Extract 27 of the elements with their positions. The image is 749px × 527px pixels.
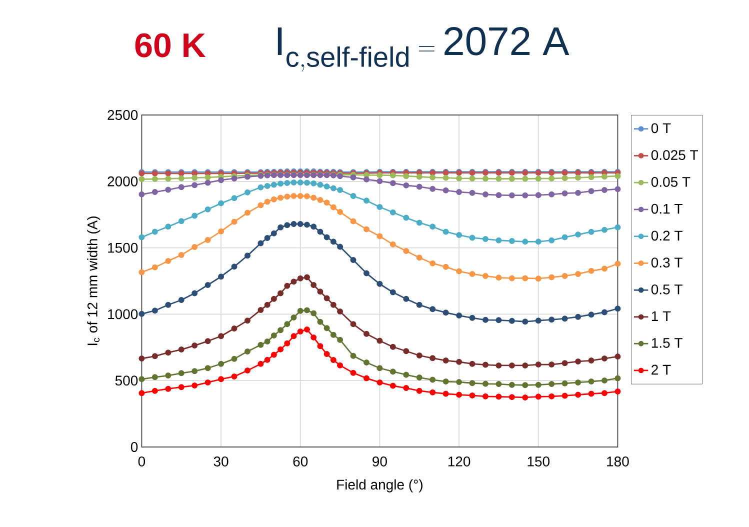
legend-label: 0.1 T (651, 204, 682, 214)
legend-label: 0.3 T (651, 258, 682, 268)
x-tick-label: 30 (214, 456, 228, 466)
legend-label: 1 T (652, 311, 671, 321)
y-tick-label: 1000 (108, 309, 138, 320)
x-tick-label: 150 (528, 456, 550, 466)
legend-label: 0.5 T (651, 284, 682, 294)
legend-label: 0.2 T (651, 230, 682, 241)
x-tick-label: 60 (293, 456, 308, 466)
legend-label: 0 T (651, 123, 671, 134)
x-tick-label: 120 (448, 456, 470, 466)
legend-label: 0.025 T (651, 150, 698, 160)
x-axis-title: Field angle (°) (337, 479, 422, 492)
legend-label: 2 T (652, 364, 671, 375)
y-tick-label: 0 (130, 442, 138, 452)
y-tick-label: 500 (115, 376, 138, 386)
chart-title: 60 K (135, 33, 206, 58)
x-tick-label: 90 (372, 456, 387, 466)
legend-label: 1.5 T (652, 338, 682, 348)
chart-subtitle: $\mathrm{I_{c,self\text{-}field}} = \mathrm{2072\ A}$ (278, 27, 570, 72)
y-tick-label: 2500 (108, 110, 138, 120)
legend-label: 0.05 T (651, 176, 690, 187)
y-tick-label: 1500 (108, 242, 138, 253)
y-tick-label: 2000 (108, 176, 138, 186)
y-axis-title: I$_{c}$ of 12 mm width (A) (87, 216, 100, 346)
x-tick-label: 0 (138, 456, 146, 466)
x-tick-label: 180 (607, 456, 629, 466)
